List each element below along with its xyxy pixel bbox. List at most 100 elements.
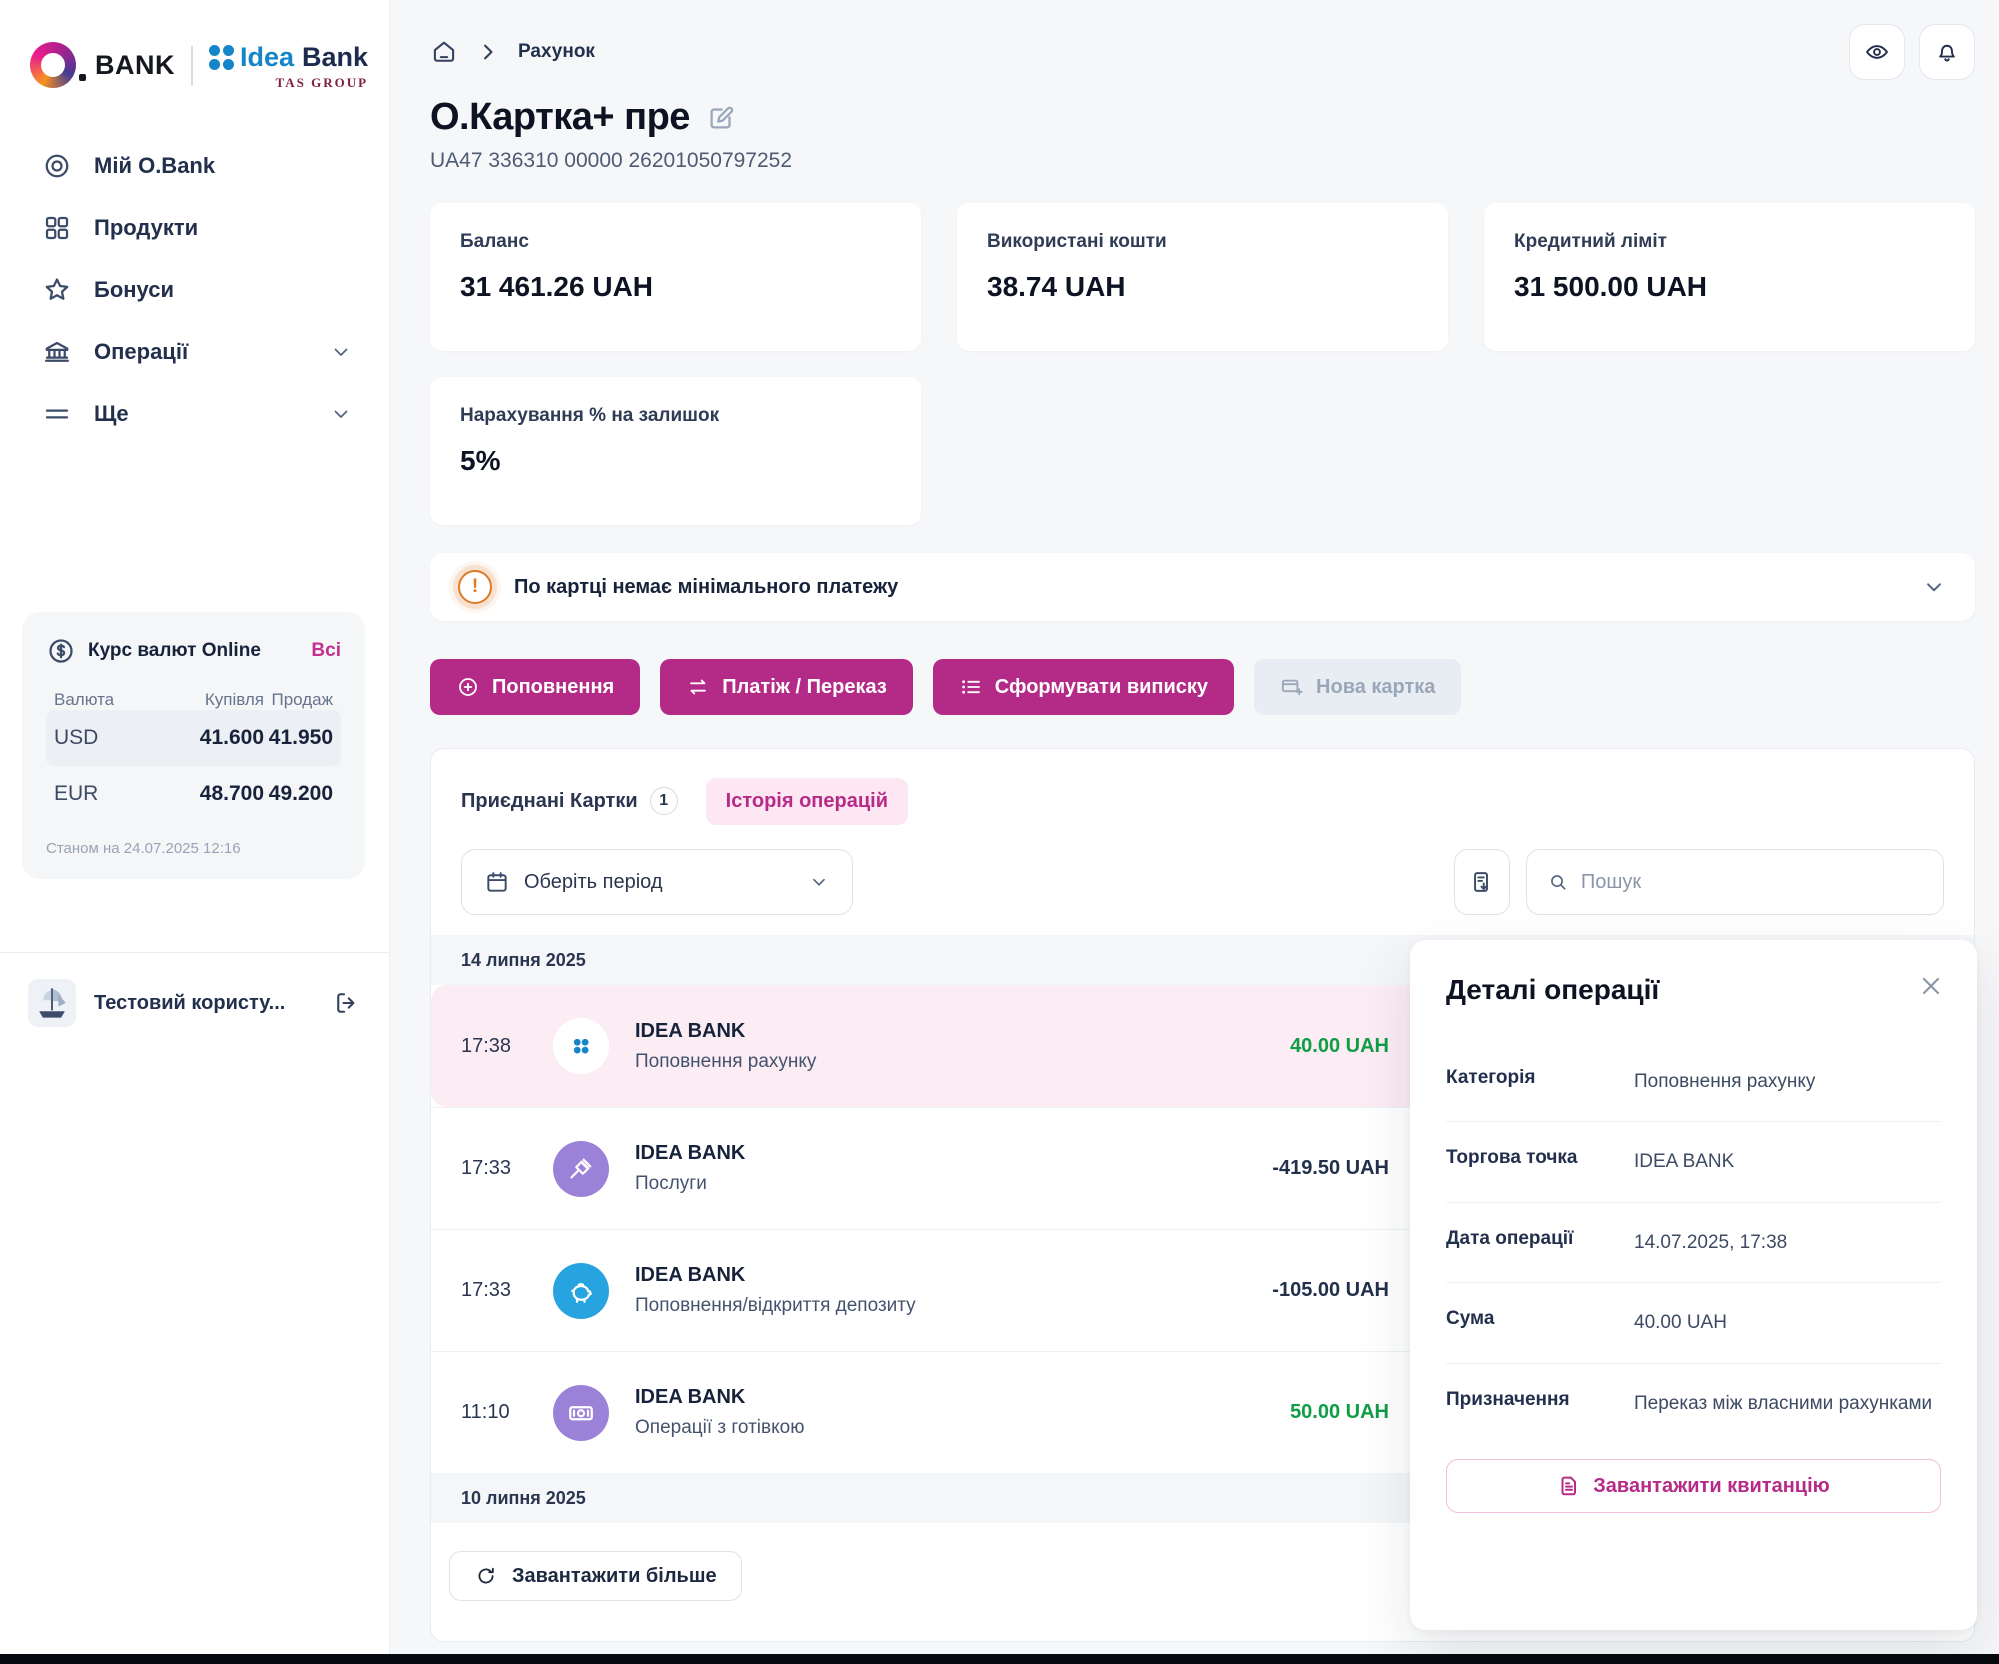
sidebar-item-3[interactable]: Бонуси: [0, 259, 389, 321]
logout-icon[interactable]: [333, 989, 361, 1017]
transaction-merchant: IDEA BANK: [635, 1264, 746, 1286]
currency-all-link[interactable]: Всі: [311, 640, 341, 661]
download-receipt-button[interactable]: Завантажити квитанцію: [1446, 1459, 1941, 1514]
calendar-icon: [484, 869, 510, 895]
sidebar: BANK Idea Bank TAS GROUP Мій O.Bank Проду…: [0, 0, 390, 1654]
plus-circle-icon: [456, 675, 480, 699]
obank-logo: BANK: [30, 42, 175, 88]
summary-card-value: 31 461.26 UAH: [460, 271, 654, 302]
breadcrumb: Рахунок: [430, 38, 595, 66]
statement-icon: [959, 675, 983, 699]
obank-wordmark: BANK: [95, 49, 175, 80]
action-button-label: Платіж / Переказ: [722, 675, 887, 698]
details-field-label: Дата операції: [1446, 1227, 1574, 1249]
bottom-bar: [0, 1654, 1999, 1664]
details-field-label: Призначення: [1446, 1388, 1570, 1410]
details-title: Деталі операції: [1446, 974, 1660, 1005]
banknote-icon: [566, 1398, 596, 1428]
transaction-time: 11:10: [461, 1401, 510, 1423]
action-button[interactable]: Сформувати виписку: [932, 659, 1235, 715]
sidebar-item-2[interactable]: Продукти: [0, 197, 389, 259]
chevron-down-icon: [808, 871, 830, 893]
transaction-amount: 40.00 UAH: [1290, 1034, 1389, 1057]
summary-card-value: 5%: [460, 445, 501, 476]
tab-1[interactable]: Приєднані Картки 1: [461, 775, 678, 827]
details-field: Торгова точка IDEA BANK: [1446, 1122, 1941, 1203]
user-name: Тестовий користу...: [94, 991, 286, 1014]
sidebar-item-5[interactable]: Ще: [0, 383, 389, 445]
action-button[interactable]: Платіж / Переказ: [660, 659, 913, 715]
currency-column-header: Купівля: [204, 690, 264, 709]
sidebar-item-label: Мій O.Bank: [94, 153, 216, 178]
refresh-icon: [474, 1564, 498, 1588]
summary-card-label: Використані кошти: [987, 231, 1167, 252]
period-label: Оберіть період: [524, 870, 663, 893]
summary-card-label: Нарахування % на залишок: [460, 405, 720, 426]
summary-card-label: Баланс: [460, 231, 529, 252]
filter-row: Оберіть період: [431, 837, 1974, 935]
transaction-row[interactable]: 17:33 IDEA BANK Поповнення/відкриття депоз…: [431, 1229, 1974, 1351]
export-statement-button[interactable]: [1454, 849, 1510, 915]
tab-badge: 1: [649, 787, 678, 815]
transaction-texts: IDEA BANK Операції з готівкою: [635, 1386, 804, 1439]
sidebar-item-label: Бонуси: [94, 277, 174, 302]
home-icon[interactable]: [430, 38, 458, 66]
summary-card-value: 31 500.00 UAH: [1514, 271, 1708, 302]
menu-icon: [42, 399, 72, 429]
avatar: [28, 979, 76, 1027]
currency-columns: Валюта Купівля Продаж: [46, 690, 341, 710]
transaction-row[interactable]: 11:10 IDEA BANK Операції з готівкою 50.00 U…: [431, 1351, 1974, 1473]
details-field-value: 40.00 UAH: [1634, 1312, 1727, 1334]
grid-icon: [42, 213, 72, 243]
brand-logos: BANK Idea Bank TAS GROUP: [30, 42, 389, 91]
action-button-label: Поповнення: [492, 675, 615, 698]
notifications-button[interactable]: [1919, 24, 1975, 80]
topbar: Рахунок: [430, 24, 1975, 80]
edit-title-icon[interactable]: [706, 103, 736, 133]
currency-code: USD: [54, 726, 99, 749]
sidebar-item-1[interactable]: Мій O.Bank: [0, 135, 389, 197]
sidebar-nav: Мій O.Bank Продукти Бонуси Операції Ще: [0, 135, 389, 445]
currency-sell-rate: 41.950: [268, 726, 333, 749]
action-button[interactable]: Поповнення: [430, 659, 641, 715]
close-icon[interactable]: [1917, 972, 1945, 1000]
tab-2[interactable]: Історія операцій: [705, 777, 908, 825]
transaction-amount: -105.00 UAH: [1272, 1279, 1389, 1301]
alert-text: По картці немає мінімального платежу: [514, 575, 899, 598]
user-section: Тестовий користу...: [0, 952, 389, 1027]
summary-card-label: Кредитний ліміт: [1514, 231, 1667, 252]
summary-card: Баланс 31 461.26 UAH: [430, 203, 921, 351]
transaction-merchant: IDEA BANK: [635, 1142, 746, 1164]
period-select[interactable]: Оберіть період: [461, 849, 853, 915]
transaction-avatar: [553, 1018, 609, 1074]
transaction-merchant: IDEA BANK: [635, 1019, 746, 1042]
currency-column-header: Продаж: [271, 690, 333, 709]
details-field-value: 14.07.2025, 17:38: [1634, 1231, 1788, 1253]
transaction-category: Поповнення/відкриття депозиту: [635, 1295, 916, 1316]
page-title: О.Картка+ пре: [430, 96, 690, 138]
load-more-button[interactable]: Завантажити більше: [449, 1551, 742, 1601]
visibility-button[interactable]: [1849, 24, 1905, 80]
min-payment-alert[interactable]: ! По картці немає мінімального платежу: [430, 553, 1975, 621]
action-buttons: Поповнення Платіж / Переказ Сформувати вип…: [430, 659, 1975, 715]
obank-ring-icon: [30, 42, 76, 88]
details-field-value: Поповнення рахунку: [1634, 1071, 1816, 1092]
transaction-texts: IDEA BANK Поповнення/відкриття депозиту: [635, 1264, 916, 1317]
details-field: Дата операції 14.07.2025, 17:38: [1446, 1203, 1941, 1284]
chevron-right-icon: [474, 38, 502, 66]
transaction-texts: IDEA BANK Послуги: [635, 1142, 745, 1195]
details-field-label: Торгова точка: [1446, 1147, 1578, 1169]
summary-cards: Баланс 31 461.26 UAH Використані кошти 38.7…: [430, 203, 1975, 525]
currency-row: USD 41.600 41.950: [46, 710, 341, 766]
chevron-down-icon: [329, 340, 353, 364]
breadcrumb-current: Рахунок: [518, 41, 595, 62]
transaction-row[interactable]: 17:33 IDEA BANK Послуги -419.50 UAH: [431, 1107, 1974, 1229]
summary-card-value: 38.74 UAH: [987, 271, 1126, 302]
chevron-down-icon: [329, 402, 353, 426]
piggy-bank-icon: [566, 1276, 596, 1306]
chevron-down-icon[interactable]: [1921, 574, 1947, 600]
sidebar-item-4[interactable]: Операції: [0, 321, 389, 383]
transaction-avatar: [553, 1262, 609, 1319]
ideabank-dots-icon: [209, 45, 234, 70]
search-input[interactable]: [1580, 870, 1923, 894]
